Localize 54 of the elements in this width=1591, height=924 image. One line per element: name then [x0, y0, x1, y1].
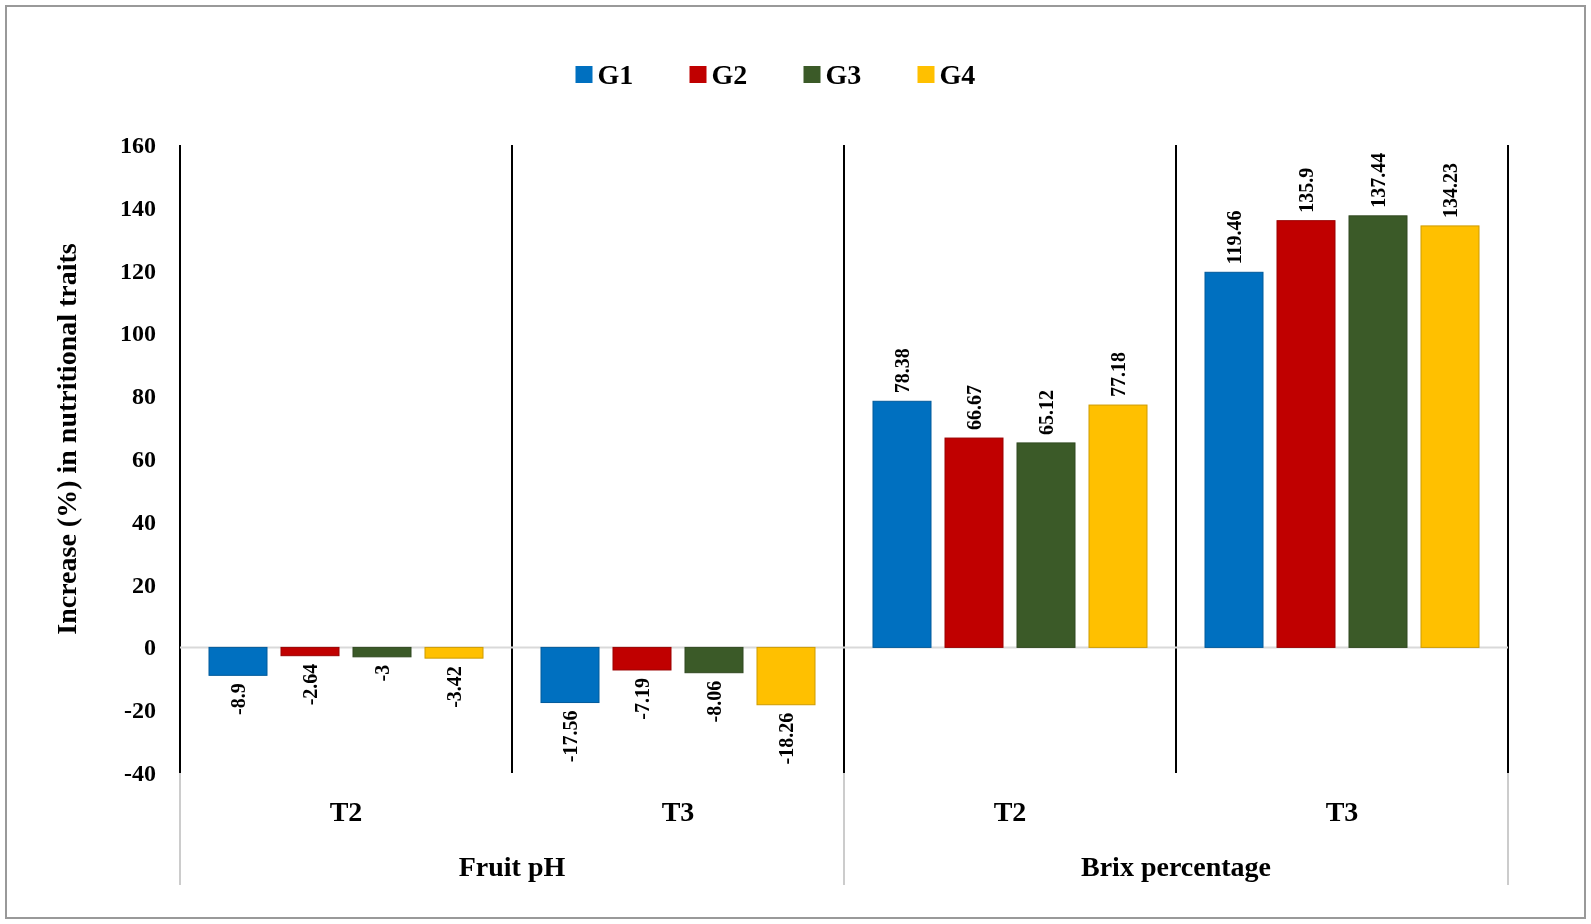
bar [208, 646, 268, 676]
y-tick-label: -20 [124, 697, 156, 724]
y-tick-label: 140 [120, 194, 156, 221]
bar [280, 646, 340, 657]
y-tick-label: 80 [132, 383, 156, 410]
data-label: -17.56 [559, 710, 581, 763]
data-label: -18.26 [775, 712, 797, 765]
data-label: 66.67 [963, 385, 985, 431]
y-tick-label: 20 [132, 571, 156, 598]
y-tick-label: 60 [132, 446, 156, 472]
text: Brix percentage [1081, 851, 1271, 882]
text: Fruit pH [458, 851, 566, 882]
data-label: 77.18 [1107, 352, 1129, 398]
data-label: 65.12 [1035, 389, 1057, 435]
y-axis-title: Increase (%) in nutritional traits [51, 243, 82, 635]
y-tick-label: 40 [132, 508, 156, 535]
x-tick-label: T3 [661, 796, 695, 827]
data-label: 137.44 [1367, 152, 1389, 208]
data-label: 135.9 [1295, 167, 1317, 213]
bar [944, 437, 1004, 648]
data-label: -8.06 [703, 680, 725, 723]
bar [612, 646, 672, 671]
y-tick-label: 160 [120, 132, 156, 158]
legend-label: G2 [711, 59, 748, 90]
x-tick-label: T2 [993, 796, 1027, 827]
x-tick-label: T3 [1325, 796, 1359, 827]
bar [684, 646, 744, 674]
x-tick-label: T2 [329, 796, 363, 827]
bar [756, 646, 816, 706]
bar [352, 646, 412, 658]
data-label: -3 [371, 664, 393, 682]
data-label: -3.42 [443, 666, 465, 708]
bar [540, 646, 600, 704]
data-label: 78.38 [891, 348, 913, 394]
bar [872, 400, 932, 648]
legend-label: G3 [825, 59, 862, 90]
bar [1420, 225, 1480, 648]
y-tick-label: 0 [144, 634, 156, 661]
data-label: -2.64 [299, 663, 321, 706]
bar [1088, 404, 1148, 648]
y-tick-label: -40 [124, 760, 156, 786]
data-label: 119.46 [1223, 210, 1245, 265]
legend-label: G1 [597, 59, 634, 90]
bar [1204, 271, 1264, 648]
bar [1276, 220, 1336, 648]
bar [1016, 442, 1076, 648]
bar [1348, 215, 1408, 648]
legend-label: G4 [939, 59, 976, 90]
y-tick-label: 100 [120, 320, 156, 347]
y-tick-label: 120 [120, 257, 156, 284]
data-label: -8.9 [227, 683, 249, 716]
bar [424, 646, 484, 659]
data-label: -7.19 [631, 677, 653, 720]
data-label: 134.23 [1439, 162, 1461, 218]
